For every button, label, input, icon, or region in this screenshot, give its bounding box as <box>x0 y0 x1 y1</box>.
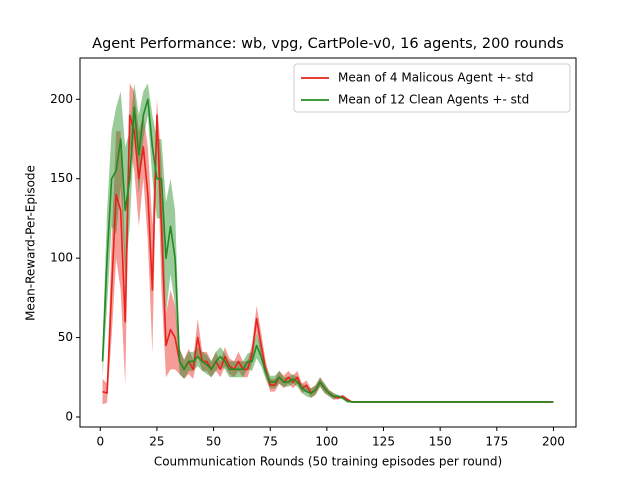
y-tick-label: 100 <box>50 251 73 265</box>
legend-box <box>293 63 571 113</box>
legend-label: Mean of 4 Malicous Agent +- std <box>338 71 533 85</box>
y-tick-label: 50 <box>58 330 73 344</box>
x-axis-label: Coummunication Rounds (50 training episo… <box>154 455 502 469</box>
y-tick-label: 150 <box>50 171 73 185</box>
y-tick-label: 200 <box>50 92 73 106</box>
x-tick-label: 100 <box>315 435 338 449</box>
x-tick-label: 75 <box>263 435 278 449</box>
x-tick-label: 0 <box>96 435 104 449</box>
std-band <box>102 83 554 403</box>
x-tick-label: 125 <box>372 435 395 449</box>
x-tick-label: 25 <box>149 435 164 449</box>
plot-frame <box>79 57 577 428</box>
legend-label: Mean of 12 Clean Agents +- std <box>338 93 529 107</box>
y-axis-label: Mean-Reward-Per-Episode <box>24 165 38 321</box>
series-line <box>101 98 554 403</box>
chart-title: Agent Performance: wb, vpg, CartPole-v0,… <box>92 36 564 52</box>
x-tick-label: 150 <box>429 435 452 449</box>
x-tick-label: 50 <box>206 435 221 449</box>
x-tick-label: 175 <box>485 435 508 449</box>
x-tick-label: 200 <box>542 435 565 449</box>
y-tick-label: 0 <box>65 409 73 423</box>
